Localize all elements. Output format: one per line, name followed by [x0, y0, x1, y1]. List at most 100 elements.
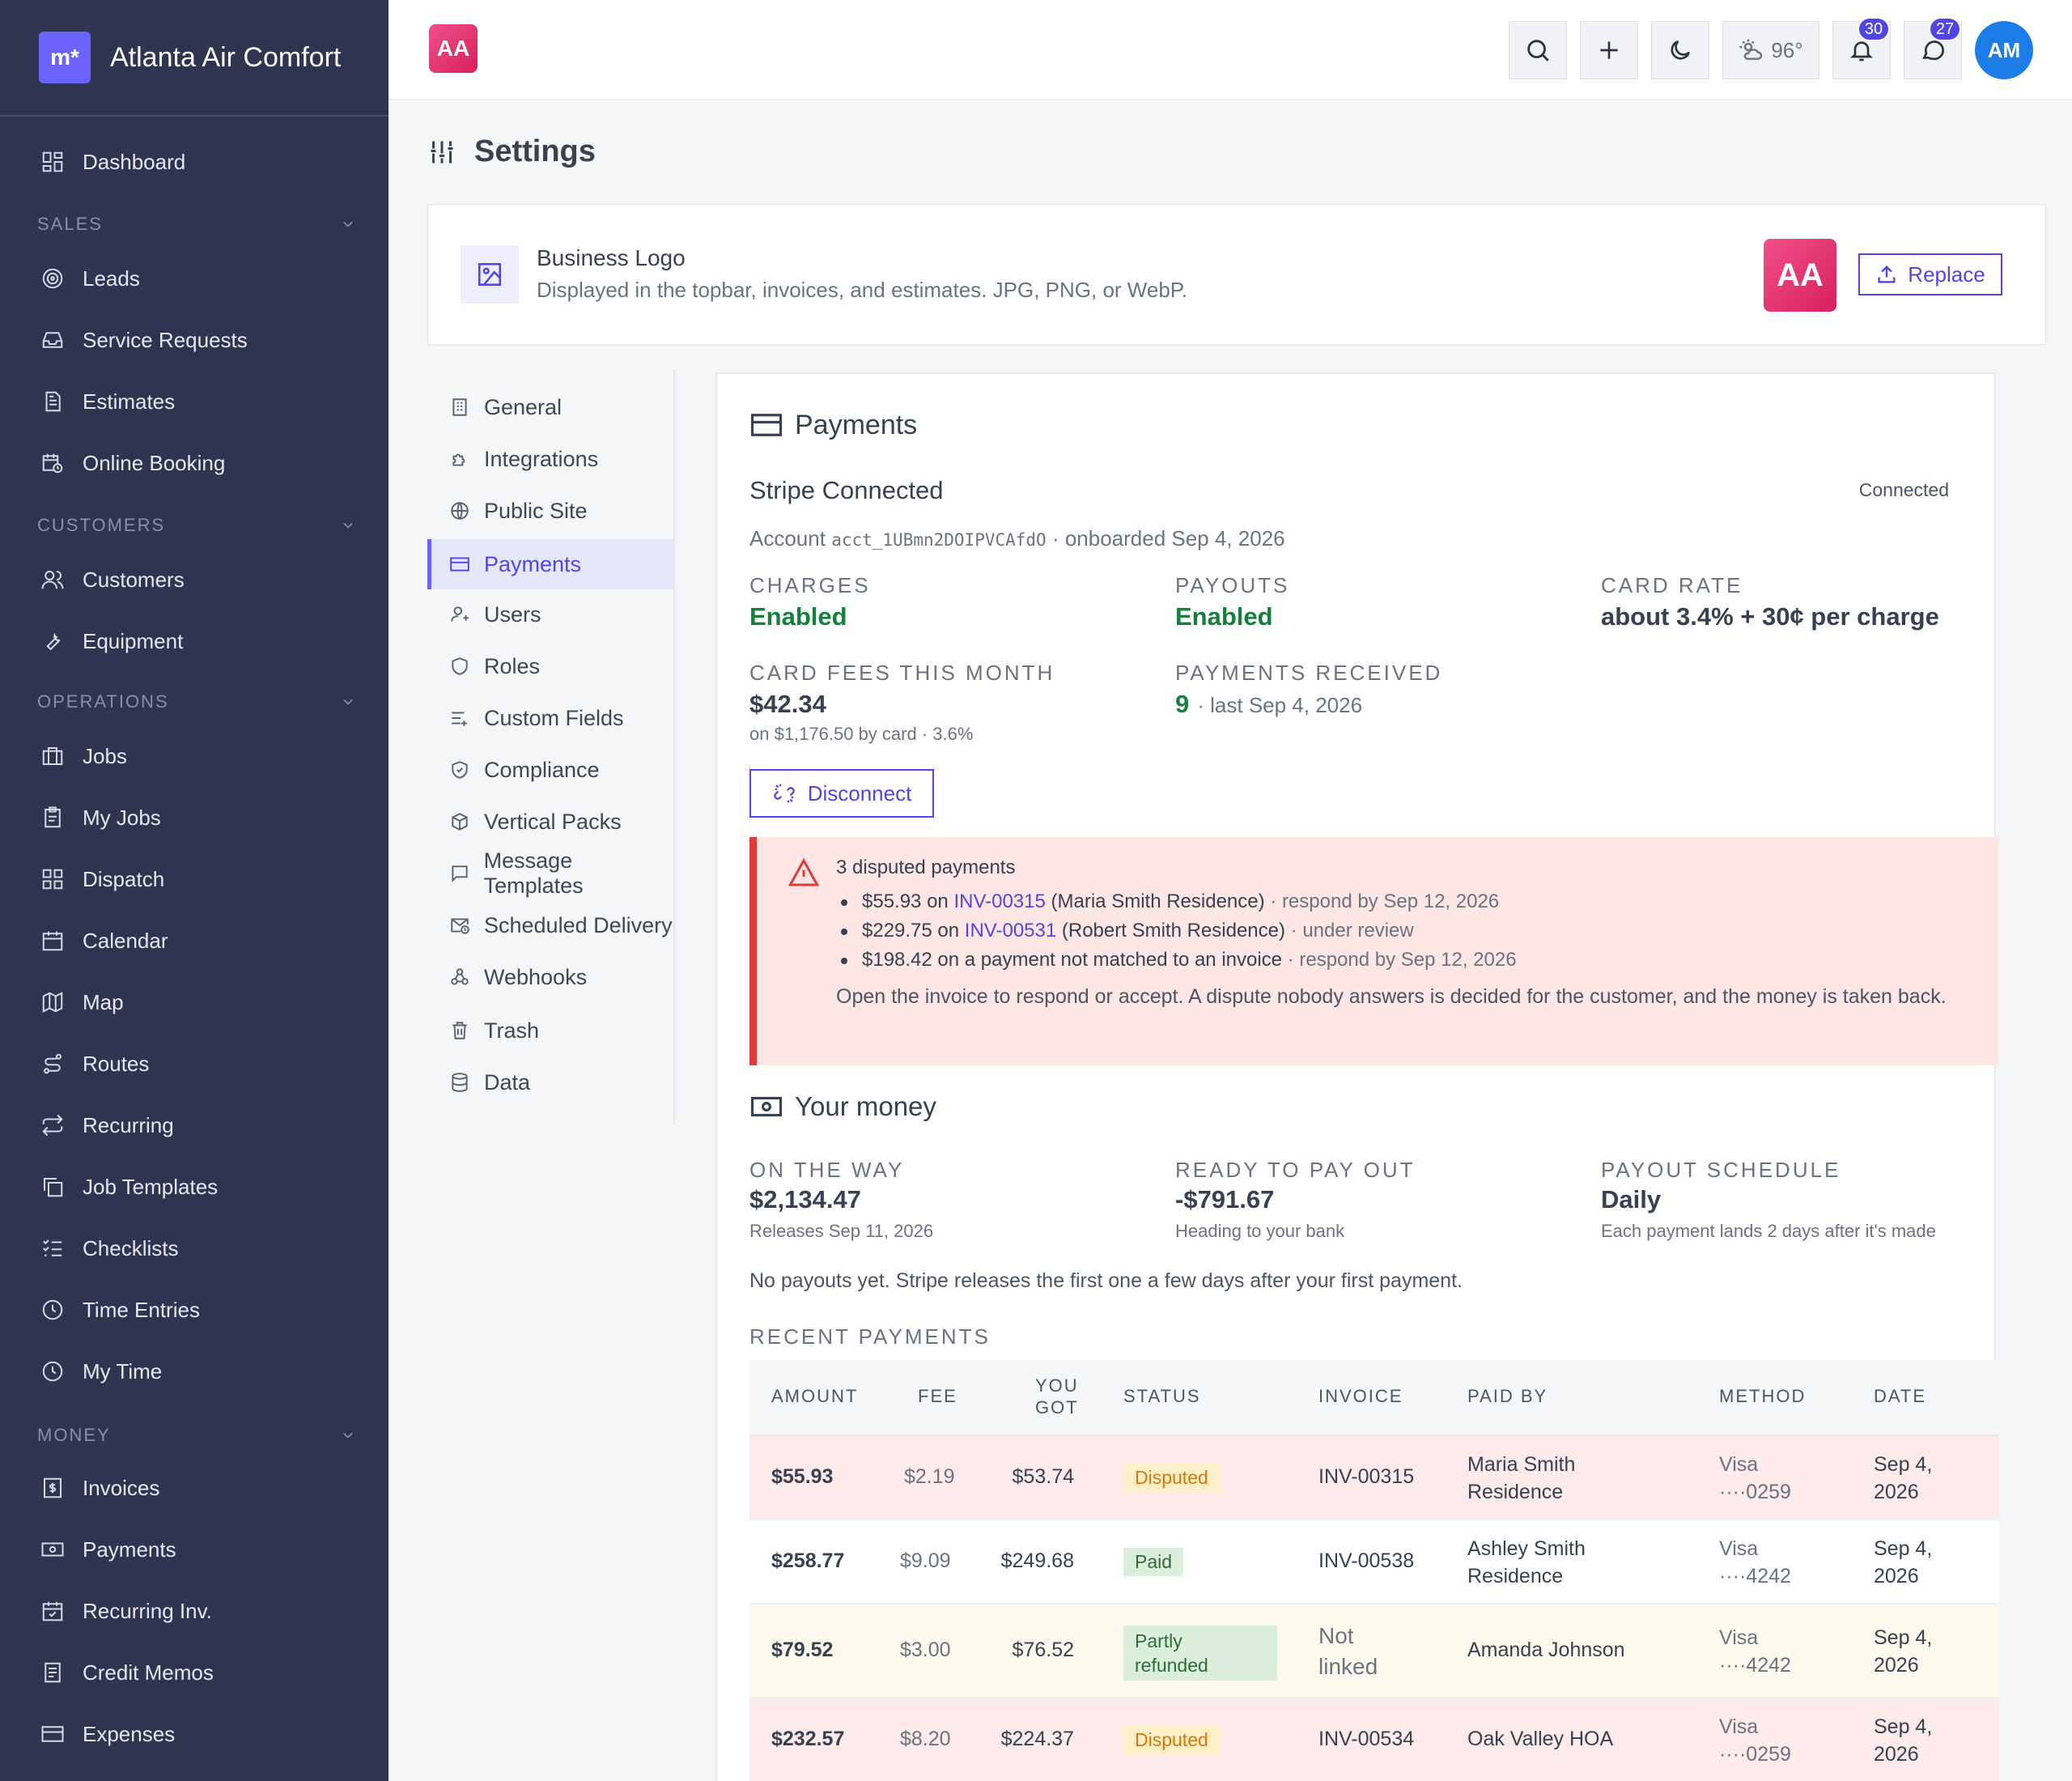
sidebar-item-leads[interactable]: Leads	[39, 256, 140, 301]
your-money-title: Your money	[795, 1091, 936, 1121]
sidebar-item-expenses[interactable]: Expenses	[39, 1711, 175, 1757]
cell-method-line1: Visa	[1719, 1453, 1759, 1476]
table-row[interactable]: $258.77 $9.09 $249.68 Paid INV-00538 Ash…	[749, 1520, 1999, 1605]
settings-tab-roles[interactable]: Roles	[427, 641, 675, 691]
clipboard-icon	[39, 804, 66, 831]
dispute-amount: $198.42 on a payment not matched to an i…	[862, 949, 1283, 971]
receipt-icon	[39, 1659, 66, 1686]
search-button[interactable]	[1509, 21, 1567, 79]
col-method[interactable]: METHOD	[1719, 1386, 1807, 1406]
sidebar-item-credit-memos[interactable]: Credit Memos	[39, 1650, 214, 1695]
settings-tab-general[interactable]: General	[427, 382, 675, 432]
sidebar-item-payments[interactable]: Payments	[39, 1527, 176, 1572]
settings-tab-scheduled-delivery[interactable]: Scheduled Delivery	[427, 900, 675, 950]
sidebar-item-checklists[interactable]: Checklists	[39, 1226, 178, 1271]
settings-tab-label: Trash	[484, 1018, 540, 1043]
col-amount[interactable]: AMOUNT	[771, 1386, 859, 1406]
sidebar-item-jobs[interactable]: Jobs	[39, 733, 127, 779]
status-badge: Disputed	[1123, 1464, 1220, 1492]
cell-method-line1: Visa	[1719, 1537, 1759, 1560]
sidebar: m* Atlanta Air Comfort Dashboard SALES L…	[0, 0, 388, 1781]
table-row[interactable]: $79.52 $3.00 $76.52 Partly refunded Not li…	[749, 1605, 1999, 1698]
settings-tab-vertical-packs[interactable]: Vertical Packs	[427, 797, 675, 847]
col-invoice[interactable]: INVOICE	[1318, 1386, 1403, 1406]
sidebar-item-time-entries[interactable]: Time Entries	[39, 1287, 200, 1333]
sidebar-section-money[interactable]: MONEY	[37, 1425, 356, 1446]
settings-tab-compliance[interactable]: Compliance	[427, 745, 675, 795]
business-badge[interactable]: AA	[429, 24, 478, 73]
business-logo-card: Business Logo Displayed in the topbar, i…	[427, 204, 2046, 345]
settings-tab-public-site[interactable]: Public Site	[427, 486, 675, 536]
sidebar-item-dashboard[interactable]: Dashboard	[39, 139, 185, 185]
sidebar-item-online-booking[interactable]: Online Booking	[39, 440, 225, 486]
sidebar-item-dispatch[interactable]: Dispatch	[39, 856, 164, 902]
sidebar-item-service-requests[interactable]: Service Requests	[39, 317, 248, 363]
sidebar-item-label: Online Booking	[83, 450, 226, 475]
settings-tab-custom-fields[interactable]: Custom Fields	[427, 693, 675, 743]
sidebar-item-label: Invoices	[83, 1475, 160, 1500]
col-paid-by[interactable]: PAID BY	[1467, 1386, 1548, 1406]
sidebar-item-estimates[interactable]: Estimates	[39, 379, 175, 424]
sidebar-section-customers[interactable]: CUSTOMERS	[37, 515, 356, 536]
sidebar-item-invoices[interactable]: Invoices	[39, 1465, 159, 1511]
trash-icon	[448, 1019, 471, 1042]
cell-method-line2: ····4242	[1719, 1654, 1791, 1677]
invoice-link[interactable]: INV-00315	[953, 890, 1046, 912]
messages-button[interactable]: 27	[1904, 17, 1962, 79]
sidebar-item-map[interactable]: Map	[39, 980, 124, 1025]
sidebar-item-customers[interactable]: Customers	[39, 557, 185, 602]
avatar[interactable]: AM	[1975, 21, 2033, 79]
account-id: acct_1UBmn2DOIPVCAfdO	[831, 530, 1047, 550]
sidebar-item-recurring-inv[interactable]: Recurring Inv.	[39, 1588, 212, 1634]
logo-card-description: Displayed in the topbar, invoices, and e…	[537, 278, 1187, 302]
disconnect-button[interactable]: Disconnect	[749, 769, 934, 818]
settings-tab-label: Scheduled Delivery	[484, 912, 673, 937]
settings-tab-message-templates[interactable]: Message Templates	[427, 848, 675, 899]
settings-tab-users[interactable]: Users	[427, 589, 675, 640]
table-row[interactable]: $232.57 $8.20 $224.37 Disputed INV-00534…	[749, 1698, 1999, 1781]
invoice-link[interactable]: INV-00538	[1318, 1549, 1415, 1572]
brand[interactable]: m* Atlanta Air Comfort	[0, 0, 388, 117]
sidebar-item-label: Expenses	[83, 1721, 176, 1746]
col-fee[interactable]: FEE	[918, 1386, 957, 1406]
settings-tab-data[interactable]: Data	[427, 1057, 675, 1107]
your-money-header: Your money	[749, 1090, 936, 1124]
chevron-down-icon	[340, 216, 356, 232]
invoice-link[interactable]: INV-00534	[1318, 1728, 1415, 1750]
settings-tab-payments[interactable]: Payments	[427, 539, 675, 589]
sidebar-item-equipment[interactable]: Equipment	[39, 618, 183, 664]
card-fees-label: CARD FEES THIS MONTH	[749, 661, 1055, 685]
settings-tab-webhooks[interactable]: Webhooks	[427, 952, 675, 1002]
settings-tab-integrations[interactable]: Integrations	[427, 434, 675, 484]
invoice-link[interactable]: INV-00315	[1318, 1465, 1415, 1488]
sidebar-item-my-time[interactable]: My Time	[39, 1349, 162, 1394]
add-button[interactable]	[1580, 21, 1638, 79]
sidebar-item-routes[interactable]: Routes	[39, 1041, 149, 1086]
sidebar-item-recurring[interactable]: Recurring	[39, 1103, 174, 1148]
clock-icon	[39, 1358, 66, 1385]
card-fees-value: $42.34	[749, 690, 826, 718]
col-date[interactable]: DATE	[1874, 1386, 1927, 1406]
ready-to-pay-out-label: READY TO PAY OUT	[1175, 1158, 1416, 1182]
payments-header: Payments	[749, 408, 917, 442]
weather-widget[interactable]: 96°	[1722, 21, 1819, 79]
sidebar-section-operations[interactable]: OPERATIONS	[37, 691, 356, 712]
replace-label: Replace	[1908, 261, 1985, 287]
replace-logo-button[interactable]: Replace	[1858, 253, 2002, 295]
table-row[interactable]: $55.93 $2.19 $53.74 Disputed INV-00315 M…	[749, 1436, 1999, 1520]
settings-tab-trash[interactable]: Trash	[427, 1005, 675, 1056]
sidebar-item-calendar[interactable]: Calendar	[39, 918, 168, 963]
col-you-got[interactable]: YOU GOT	[1035, 1375, 1079, 1418]
sidebar-item-label: Recurring Inv.	[83, 1598, 212, 1623]
dispute-note: · respond by Sep 12, 2026	[1264, 890, 1500, 912]
notifications-button[interactable]: 30	[1832, 17, 1891, 79]
invoice-link[interactable]: INV-00531	[964, 920, 1057, 942]
sidebar-item-my-jobs[interactable]: My Jobs	[39, 795, 161, 840]
sidebar-item-job-templates[interactable]: Job Templates	[39, 1164, 218, 1209]
chevron-down-icon	[340, 694, 356, 710]
sidebar-section-sales[interactable]: SALES	[37, 214, 356, 235]
theme-toggle-button[interactable]	[1651, 21, 1709, 79]
cell-date: Sep 4, 2026	[1874, 1624, 1932, 1679]
col-status[interactable]: STATUS	[1123, 1386, 1201, 1406]
image-icon	[461, 245, 519, 304]
